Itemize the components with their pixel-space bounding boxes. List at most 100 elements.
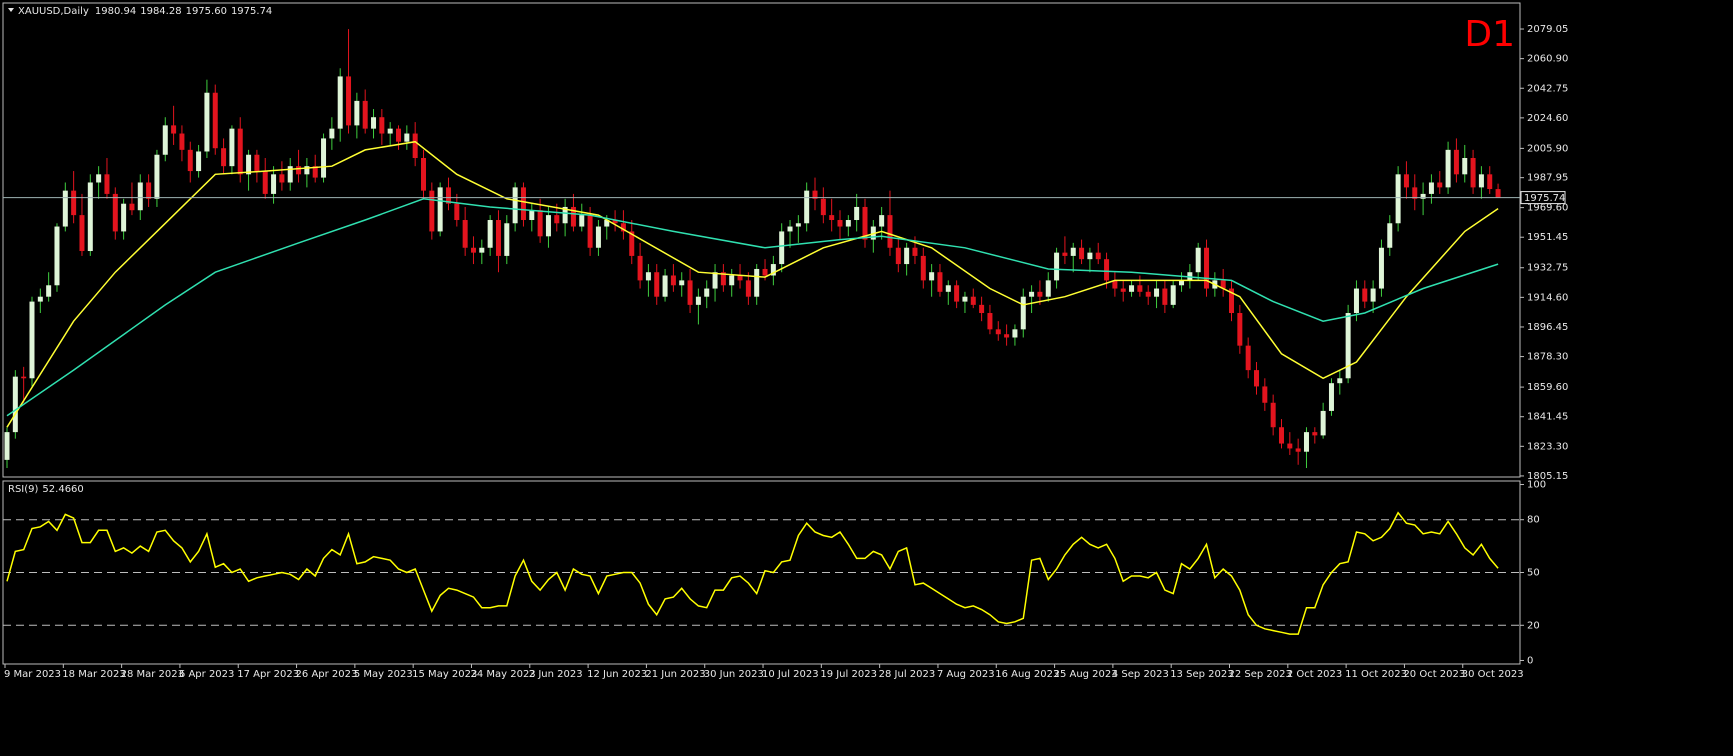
rsi-header: RSI(9) 52.4660 xyxy=(8,484,84,495)
y-tick-label: 2024.60 xyxy=(1527,113,1568,124)
candle-body xyxy=(1120,288,1126,292)
candle-body xyxy=(1337,378,1343,384)
rsi-title: RSI(9) xyxy=(8,484,39,495)
candle-body xyxy=(712,272,718,289)
x-tick-label: 22 Sep 2023 xyxy=(1229,669,1292,680)
candle-body xyxy=(970,296,976,305)
x-tick-label: 4 Sep 2023 xyxy=(1112,669,1169,680)
candle-body xyxy=(129,203,135,211)
y-tick-label: 100 xyxy=(1527,480,1546,491)
candle-body xyxy=(1395,174,1401,224)
candle-body xyxy=(229,128,235,167)
candle-body xyxy=(587,215,593,248)
candle-body xyxy=(1270,402,1276,428)
x-tick-label: 28 Jul 2023 xyxy=(879,669,936,680)
candle-body xyxy=(1195,247,1201,273)
candle-body xyxy=(529,210,535,221)
candle-body xyxy=(1012,329,1018,338)
candle-body xyxy=(579,215,585,227)
candle-body xyxy=(504,223,510,256)
y-tick-label: 2042.75 xyxy=(1527,83,1568,94)
candle-body xyxy=(1328,383,1334,411)
x-tick-label: 21 Jun 2023 xyxy=(645,669,705,680)
y-tick-label: 50 xyxy=(1527,568,1540,579)
open: 1980.94 xyxy=(95,6,136,17)
candle-body xyxy=(54,226,60,286)
candle-body xyxy=(612,220,618,224)
candle-body xyxy=(46,285,52,297)
candle-body xyxy=(779,231,785,265)
candle-body xyxy=(254,154,260,172)
candle-body xyxy=(654,272,660,297)
candle-body xyxy=(879,215,885,227)
candle-body xyxy=(171,125,177,134)
y-tick-label: 1987.95 xyxy=(1527,173,1568,184)
rsi-value: 52.4660 xyxy=(42,484,83,495)
candle-body xyxy=(629,231,635,256)
candle-body xyxy=(1087,252,1093,260)
candle-body xyxy=(1237,313,1243,346)
candle-body xyxy=(1204,247,1210,289)
y-tick-label: 1823.30 xyxy=(1527,441,1568,452)
candle-body xyxy=(62,190,68,227)
candle-body xyxy=(412,133,418,159)
candle-body xyxy=(154,154,160,199)
candle-body xyxy=(29,301,35,379)
x-tick-label: 16 Aug 2023 xyxy=(995,669,1059,680)
candle-body xyxy=(937,272,943,292)
candle-body xyxy=(695,296,701,305)
candle-body xyxy=(212,92,218,149)
candle-body xyxy=(1387,223,1393,248)
candle-body xyxy=(1229,288,1235,314)
candle-body xyxy=(720,272,726,286)
candle-body xyxy=(537,210,543,237)
candle-body xyxy=(1462,158,1468,175)
candle-body xyxy=(312,166,318,178)
x-tick-label: 17 Apr 2023 xyxy=(237,669,299,680)
candle-body xyxy=(1129,285,1135,292)
x-tick-label: 26 Apr 2023 xyxy=(296,669,358,680)
x-tick-label: 15 May 2023 xyxy=(412,669,477,680)
candle-body xyxy=(96,174,102,183)
candle-body xyxy=(1370,288,1376,302)
low: 1975.60 xyxy=(186,6,227,17)
candle-body xyxy=(545,215,551,237)
x-tick-label: 18 Mar 2023 xyxy=(62,669,125,680)
candle-body xyxy=(137,182,143,211)
candle-body xyxy=(337,76,343,129)
candle-body xyxy=(1478,174,1484,188)
candle-body xyxy=(21,376,27,379)
candle-body xyxy=(237,128,243,175)
candle-body xyxy=(437,187,443,232)
x-tick-label: 30 Jun 2023 xyxy=(704,669,764,680)
candle-body xyxy=(354,100,360,126)
candle-body xyxy=(912,247,918,256)
candle-body xyxy=(862,206,868,240)
candle-body xyxy=(770,264,776,276)
candle-body xyxy=(945,285,951,292)
current-price-box xyxy=(1520,191,1566,205)
candle-body xyxy=(1378,247,1384,289)
candle-body xyxy=(1320,410,1326,436)
menu-icon[interactable] xyxy=(8,8,14,12)
x-tick-label: 9 Mar 2023 xyxy=(4,669,61,680)
candle-body xyxy=(1470,158,1476,188)
candle-body xyxy=(637,255,643,281)
y-tick-label: 1859.60 xyxy=(1527,382,1568,393)
y-tick-label: 20 xyxy=(1527,620,1540,631)
current-price-label: 1975.74 xyxy=(1524,193,1565,204)
timeframe-label: D1 xyxy=(1464,14,1515,55)
candle-body xyxy=(987,313,993,330)
candle-body xyxy=(1070,247,1076,256)
candle-body xyxy=(1453,149,1459,175)
y-tick-label: 2060.90 xyxy=(1527,54,1568,65)
price-panel xyxy=(2,2,1521,478)
high: 1984.28 xyxy=(140,6,181,17)
candle-body xyxy=(362,100,368,129)
candle-body xyxy=(262,171,268,194)
candle-body xyxy=(520,187,526,221)
candle-body xyxy=(37,296,43,302)
y-tick-label: 1878.30 xyxy=(1527,352,1568,363)
candle-body xyxy=(812,190,818,199)
candle-body xyxy=(321,138,327,178)
